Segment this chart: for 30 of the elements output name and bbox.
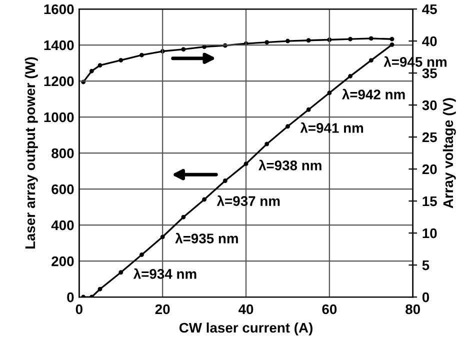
y2-tick-label: 30: [422, 100, 437, 110]
y-tick-label: 1600: [44, 4, 74, 14]
y-tick-label: 0: [67, 292, 74, 302]
y-tick-label: 200: [52, 256, 74, 266]
y-tick-label: 600: [52, 184, 74, 194]
y2-tick-label: 0: [422, 292, 430, 302]
annotation: λ=938 nm: [258, 160, 322, 170]
x-tick-label: 80: [406, 304, 420, 314]
y2-tick-label: 40: [422, 36, 437, 46]
x-tick-label: 40: [238, 304, 254, 314]
y-tick-label: 1200: [44, 76, 74, 86]
y-tick-label: 1000: [44, 112, 74, 122]
x-tick-label: 20: [155, 304, 170, 314]
x-axis-title: CW laser current (A): [179, 322, 312, 336]
y2-tick-label: 20: [422, 164, 437, 174]
y2-tick-label: 35: [422, 68, 437, 78]
y2-tick-label: 10: [422, 228, 437, 238]
y2-tick-label: 15: [422, 196, 437, 206]
y2-tick-label: 25: [422, 132, 437, 142]
y2-tick-label: 45: [422, 4, 437, 14]
y-tick-label: 800: [52, 148, 74, 158]
y-axis-title: Laser array output power (W): [24, 57, 38, 249]
y2-tick-label: 5: [422, 260, 430, 270]
x-tick-label: 60: [322, 304, 337, 314]
annotation: λ=942 nm: [342, 88, 405, 100]
x-tick-label: 0: [76, 304, 82, 314]
y-tick-label: 400: [51, 220, 74, 230]
y-tick-label: 1400: [44, 40, 74, 50]
y2-axis-title: Array voltage (V): [442, 98, 456, 208]
annotation: λ=935 nm: [175, 232, 238, 244]
